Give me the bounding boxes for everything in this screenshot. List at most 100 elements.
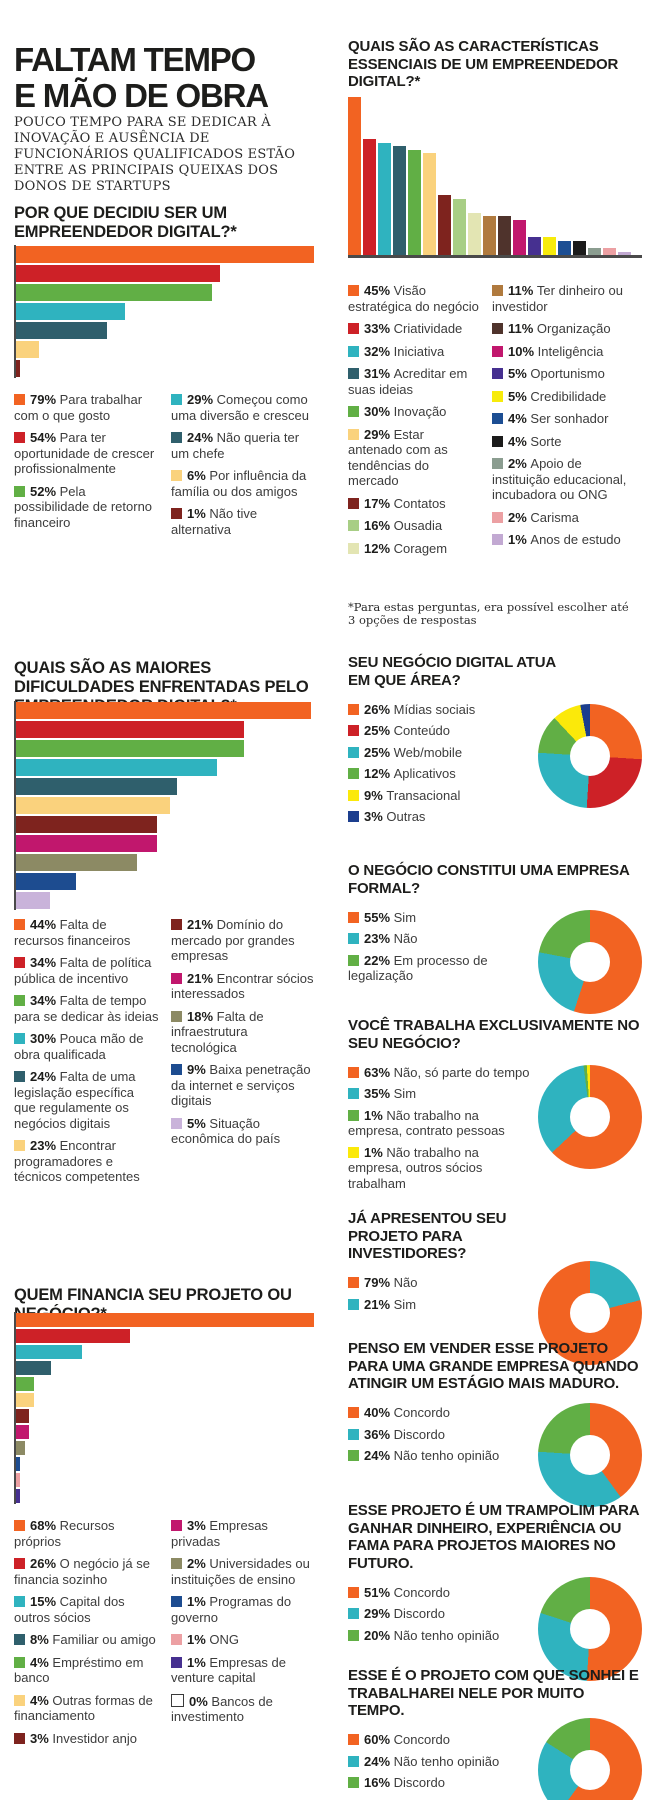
bar-4pct: [16, 1393, 34, 1407]
legend-item: 36% Discordo: [348, 1427, 532, 1443]
legend-swatch-icon: [171, 1064, 182, 1075]
legend-swatch-icon: [171, 470, 182, 481]
legend-item: 6% Por influência da família ou dos amig…: [171, 468, 307, 499]
bar-52pct: [16, 284, 213, 301]
bar-30pct: [408, 149, 421, 255]
legend-swatch-icon: [14, 485, 25, 497]
legend-swatch-icon: [348, 520, 359, 531]
legend-swatch-icon: [492, 368, 503, 379]
legend-item: 17% Contatos: [348, 496, 480, 512]
bar-6pct: [16, 341, 39, 358]
legend-swatch-icon: [492, 285, 503, 296]
legend-item: 1% Não trabalho na empresa, contrato pes…: [348, 1107, 505, 1139]
dream-donut-title: ESSE É O PROJETO COM QUE SONHEI E TRABAL…: [348, 1667, 639, 1720]
bar-34pct: [16, 740, 245, 757]
donut-hole: [570, 1435, 610, 1476]
legend-swatch-icon: [348, 1755, 359, 1767]
sell-donut-chart: [538, 1403, 642, 1508]
legend-item: 45% Visão estratégica do negócio: [348, 283, 479, 314]
legend-item: 34% Falta de política pública de incenti…: [14, 955, 152, 986]
legend-item: 24% Não tenho opinião: [348, 1754, 532, 1770]
legend-swatch-icon: [171, 1558, 182, 1569]
legend-item: 25% Conteúdo: [348, 723, 532, 739]
legend-item: 1% ONG: [171, 1632, 316, 1648]
footnote: *Para estas perguntas, era possível esco…: [348, 599, 629, 627]
dream-legend: 60% Concordo 24% Não tenho opinião 16% Dis…: [348, 1732, 532, 1800]
legend-swatch-icon: [348, 933, 359, 945]
bar-2pct: [603, 247, 616, 255]
bar-2pct: [588, 247, 601, 255]
legend-swatch-icon: [348, 768, 359, 780]
donut-section-formal: O NEGÓCIO CONSTITUI UMA EMPRESA FORMAL? …: [348, 850, 642, 1014]
legend-swatch-icon: [492, 511, 503, 523]
legend-swatch-icon: [348, 542, 359, 554]
legend-item: 1% Não trabalho na empresa, outros sócio…: [348, 1144, 483, 1191]
legend-swatch-icon: [348, 703, 359, 715]
legend-swatch-icon: [348, 954, 359, 966]
legend-swatch-icon: [348, 1777, 359, 1789]
area-legend: 26% Mídias sociais 25% Conteúdo 25% Web/mo…: [348, 702, 532, 831]
legend-item: 3% Empresas privadas: [171, 1518, 268, 1549]
bar-45pct: [348, 97, 361, 255]
legend-swatch-icon: [14, 1694, 25, 1706]
legend-item: 52% Pela possibilidade de retorno financ…: [14, 483, 153, 530]
bar-31pct: [393, 146, 406, 255]
legend-item: 1% Anos de estudo: [492, 532, 642, 548]
bar-15pct: [16, 1345, 82, 1359]
legend-swatch-icon: [14, 1033, 25, 1044]
bar-1pct: [618, 251, 631, 255]
legend-item: 5% Situação econômica do país: [171, 1115, 281, 1146]
legend-item: 51% Concordo: [348, 1585, 532, 1601]
legend-item: 33% Criatividade: [348, 321, 480, 337]
legend-swatch-icon: [348, 1109, 359, 1121]
legend-swatch-icon: [171, 432, 182, 443]
legend-item: 68% Recursos próprios: [14, 1518, 115, 1549]
legend-swatch-icon: [171, 508, 182, 519]
bar-24pct: [16, 322, 107, 339]
legend-swatch-icon: [492, 390, 503, 402]
dream-donut-chart: [538, 1718, 642, 1800]
legend-swatch-icon: [348, 1608, 359, 1620]
bar-32pct: [378, 142, 391, 255]
legend-column: 29% Começou como uma diversão e cresceu 2…: [171, 392, 316, 544]
legend-swatch-icon: [14, 432, 25, 443]
legend-item: 15% Capital dos outros sócios: [14, 1594, 125, 1625]
legend-item: 16% Discordo: [348, 1775, 532, 1791]
legend-item: 30% Pouca mão de obra qualificada: [14, 1031, 144, 1062]
legend-swatch-icon: [348, 1734, 359, 1746]
difficulties-bar-chart: [14, 701, 318, 910]
exclusive-donut-chart: [538, 1064, 642, 1169]
formal-legend: 55% Sim 23% Não 22% Em processo de legaliz…: [348, 910, 532, 1014]
legend-swatch-icon: [171, 394, 182, 405]
legend-swatch-icon: [348, 1146, 359, 1158]
financing-legend: 68% Recursos próprios 26% O negócio já se…: [14, 1518, 316, 1753]
bar-5pct: [528, 237, 541, 255]
legend-item: 9% Transacional: [348, 788, 532, 804]
legend-swatch-icon: [348, 911, 359, 923]
legend-item: 22% Em processo de legalização: [348, 952, 488, 984]
bar-29pct: [423, 153, 436, 255]
legend-item: 26% O negócio já se financia sozinho: [14, 1556, 150, 1587]
legend-item: 1% Não tive alternativa: [171, 506, 258, 537]
legend-item: 25% Web/mobile: [348, 745, 532, 761]
donut-hole: [570, 1293, 610, 1334]
bar-23pct: [16, 797, 171, 814]
legend-swatch-icon: [14, 919, 25, 930]
bar-54pct: [16, 265, 220, 282]
legend-swatch-icon: [14, 1634, 25, 1645]
legend-swatch-icon: [171, 1117, 182, 1129]
legend-item: 54% Para ter oportunidade de crescer pro…: [14, 430, 155, 476]
legend-swatch-icon: [348, 406, 359, 417]
legend-item: 11% Organização: [492, 321, 642, 337]
legend-item: 20% Não tenho opinião: [348, 1628, 532, 1644]
legend-item: 32% Iniciativa: [348, 344, 480, 360]
bar-1pct: [16, 360, 20, 377]
formal-donut-title: O NEGÓCIO CONSTITUI UMA EMPRESA FORMAL?: [348, 862, 630, 897]
legend-swatch-icon: [171, 919, 182, 930]
legend-item: 24% Falta de uma legislação específica q…: [14, 1069, 136, 1131]
legend-swatch-icon: [492, 413, 503, 424]
legend-swatch-icon: [14, 1140, 25, 1151]
bar-10pct: [513, 219, 526, 255]
characteristics-chart-title: QUAIS SÃO AS CARACTERÍSTICAS ESSENCIAIS …: [348, 38, 619, 91]
legend-item: 35% Sim: [348, 1086, 532, 1102]
